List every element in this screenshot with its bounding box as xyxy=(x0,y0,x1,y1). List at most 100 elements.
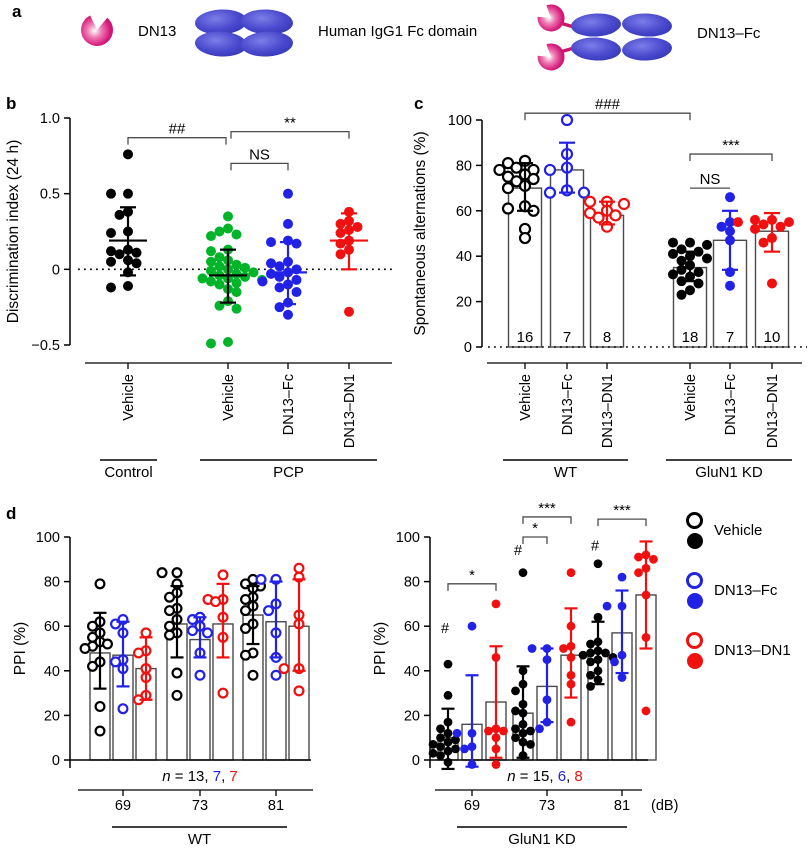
x-axis-unit: (dB) xyxy=(651,798,678,814)
data-point xyxy=(676,289,687,300)
data-point xyxy=(214,226,225,237)
sig-label: ** xyxy=(284,115,296,132)
y-tick-label: 20 xyxy=(456,295,472,311)
data-point xyxy=(716,221,727,232)
data-point xyxy=(240,262,250,273)
data-point xyxy=(223,223,233,234)
x-tick-label: Vehicle xyxy=(221,374,237,421)
data-point xyxy=(131,258,142,269)
data-point xyxy=(428,739,438,749)
data-point xyxy=(526,726,535,736)
x-tick-label: DN13–DN1 xyxy=(342,374,358,448)
data-point xyxy=(206,231,216,242)
x-tick-label: 69 xyxy=(115,798,131,814)
sig-bracket xyxy=(230,130,350,139)
sig-bracket xyxy=(230,162,289,171)
data-point xyxy=(609,209,622,222)
y-tick-label: 0 xyxy=(464,340,472,356)
data-point xyxy=(197,273,208,284)
data-point xyxy=(217,569,229,581)
data-point xyxy=(255,573,267,585)
group-label: GluN1 KD xyxy=(508,831,576,848)
sig-label: NS xyxy=(700,171,721,188)
data-point xyxy=(601,648,610,658)
data-point xyxy=(231,259,242,270)
y-tick-label: 80 xyxy=(404,575,420,591)
data-point xyxy=(117,703,129,715)
dn13-pacman-icon xyxy=(81,15,114,46)
panel-label-a: a xyxy=(12,2,22,21)
x-tick-label: DN13–Fc xyxy=(281,374,297,435)
data-point xyxy=(201,627,213,639)
n-line: n = 13, 7, 7 xyxy=(162,768,238,785)
y-tick-label: 100 xyxy=(36,530,60,546)
n-count: 8 xyxy=(603,329,611,346)
y-tick-label: 60 xyxy=(404,619,420,635)
data-point xyxy=(586,670,595,680)
panel-label-d: d xyxy=(6,504,17,523)
data-point xyxy=(649,554,658,564)
dn13-label: DN13 xyxy=(138,23,176,40)
data-point xyxy=(283,218,293,229)
data-point xyxy=(274,261,285,272)
sig-bracket xyxy=(447,583,497,591)
data-point xyxy=(291,287,302,298)
data-point xyxy=(586,639,595,649)
y-tick-label: 0.5 xyxy=(40,187,60,203)
data-point xyxy=(725,280,735,291)
sig-bracket xyxy=(127,137,227,145)
data-point xyxy=(274,282,285,293)
y-tick-label: 80 xyxy=(456,158,472,174)
data-point xyxy=(164,605,176,617)
data-point xyxy=(725,192,735,203)
data-point xyxy=(511,733,520,743)
y-axis-title: PPI (%) xyxy=(12,622,29,675)
data-point xyxy=(443,659,453,669)
data-point xyxy=(566,717,576,727)
x-tick-label: DN13–Fc xyxy=(723,374,739,435)
data-point xyxy=(106,282,116,293)
data-point xyxy=(266,237,276,248)
data-point xyxy=(278,663,290,675)
y-tick-label: 60 xyxy=(44,619,60,635)
y-tick-label: 100 xyxy=(396,530,420,546)
data-point xyxy=(634,568,643,578)
data-point xyxy=(114,249,125,260)
group-label: PCP xyxy=(273,464,304,481)
y-tick-label: 0 xyxy=(52,753,60,769)
data-point xyxy=(617,673,627,682)
data-point xyxy=(592,211,605,224)
data-point xyxy=(784,217,794,228)
data-point xyxy=(733,217,743,228)
data-point xyxy=(270,669,282,681)
data-point xyxy=(518,231,532,245)
chart-discrimination-index: 1.0 0.5 0 −0.5 Discrimination index (24 h) Ve… xyxy=(5,111,394,481)
fc-ovals-icon xyxy=(195,9,293,57)
y-tick-label: 0 xyxy=(412,753,420,769)
data-point xyxy=(436,724,445,734)
y-tick-label: 40 xyxy=(456,249,472,265)
data-point xyxy=(668,248,678,259)
group-label: WT xyxy=(188,831,211,848)
sig-label: *** xyxy=(613,502,631,519)
data-point xyxy=(451,744,460,754)
data-point xyxy=(586,648,595,658)
x-tick-label: 73 xyxy=(539,798,555,814)
data-point xyxy=(94,700,106,712)
data-point xyxy=(206,265,216,276)
sig-hash: # xyxy=(514,543,522,559)
legend-item: DN13–DN1 xyxy=(686,632,806,669)
y-tick-label: 20 xyxy=(44,708,60,724)
data-point xyxy=(452,728,462,738)
filled-circle-icon xyxy=(686,653,703,669)
data-point xyxy=(758,237,769,248)
data-point xyxy=(467,621,477,631)
n-count: 10 xyxy=(764,329,781,346)
legend-item: DN13–Fc xyxy=(686,572,806,609)
data-point xyxy=(750,223,760,234)
data-point xyxy=(206,338,216,349)
x-tick-label: 81 xyxy=(614,798,630,814)
data-point xyxy=(106,246,116,257)
data-point xyxy=(164,629,176,641)
data-point xyxy=(634,552,643,562)
